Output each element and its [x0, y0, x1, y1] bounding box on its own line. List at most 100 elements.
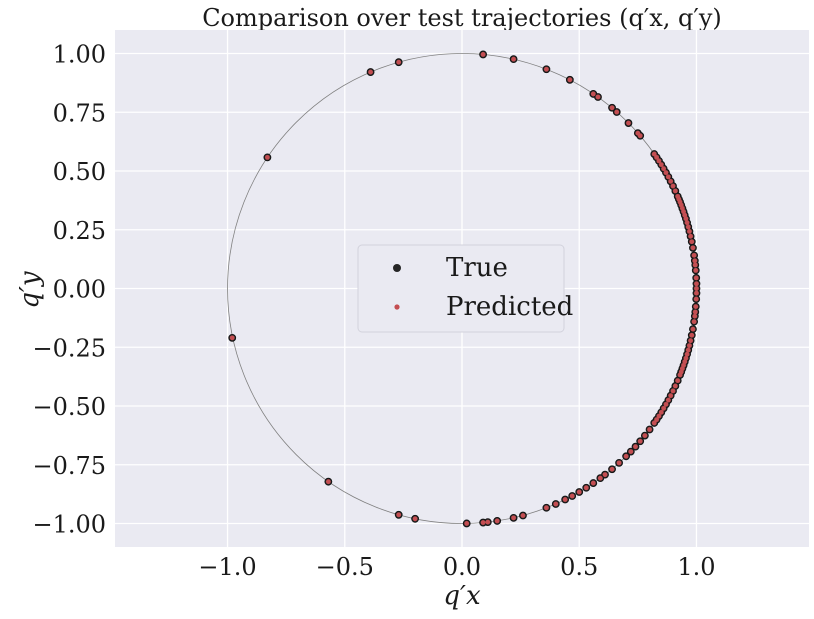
predicted-point: [562, 497, 568, 502]
predicted-point: [670, 183, 676, 189]
y-axis-label: q′y: [15, 271, 45, 309]
predicted-point: [464, 521, 470, 526]
y-tick-label: −1.00: [32, 511, 106, 539]
predicted-point: [683, 216, 689, 222]
predicted-point: [576, 489, 582, 495]
predicted-series: [229, 52, 699, 526]
predicted-point: [480, 52, 486, 57]
predicted-point: [689, 332, 695, 338]
predicted-point: [656, 413, 662, 419]
predicted-point: [689, 239, 695, 245]
predicted-point: [693, 296, 699, 302]
predicted-point: [688, 338, 693, 344]
predicted-point: [688, 233, 693, 239]
predicted-point: [544, 66, 549, 72]
predicted-point: [685, 224, 691, 230]
legend-predicted-label: Predicted: [446, 292, 573, 322]
predicted-point: [609, 466, 615, 472]
y-tick-label: 0.25: [53, 217, 106, 245]
y-tick-label: −0.75: [32, 452, 106, 480]
y-tick-label: 1.00: [53, 41, 106, 69]
predicted-point: [553, 501, 559, 507]
predicted-point: [661, 166, 667, 172]
predicted-point: [569, 493, 575, 499]
predicted-point: [692, 258, 698, 264]
predicted-point: [665, 397, 671, 403]
predicted-point: [692, 313, 698, 319]
predicted-point: [264, 154, 270, 160]
x-tick-label: −1.0: [198, 553, 256, 581]
predicted-point: [684, 220, 690, 226]
predicted-point: [654, 154, 660, 160]
y-tick-label: 0.00: [53, 276, 106, 304]
predicted-point: [694, 290, 699, 296]
predicted-point: [672, 188, 678, 194]
y-tick-label: 0.50: [53, 158, 106, 186]
predicted-point: [626, 120, 631, 126]
legend-true-label: True: [446, 253, 508, 283]
y-tick-labels: 1.00 0.75 0.50 0.25 0.00 −0.25 −0.50 −0.75 −1.00: [32, 41, 106, 539]
predicted-point: [690, 245, 696, 251]
predicted-point: [628, 449, 634, 454]
predicted-point: [647, 427, 652, 432]
predicted-point: [677, 372, 683, 378]
predicted-point: [520, 513, 526, 518]
predicted-point: [694, 281, 699, 287]
legend: True Predicted: [357, 244, 573, 333]
predicted-point: [637, 438, 643, 444]
x-axis-label: q′x: [443, 581, 481, 611]
predicted-point: [687, 343, 692, 349]
predicted-point: [661, 405, 667, 411]
predicted-point: [693, 275, 699, 281]
predicted-point: [691, 319, 697, 325]
predicted-point: [690, 326, 696, 332]
predicted-point: [325, 479, 331, 485]
x-tick-label: 0.5: [560, 553, 598, 581]
predicted-point: [693, 304, 699, 309]
predicted-point: [694, 286, 699, 291]
predicted-point: [665, 174, 671, 180]
predicted-point: [511, 515, 516, 521]
predicted-point: [590, 91, 596, 97]
y-tick-label: 0.75: [53, 99, 106, 127]
predicted-point: [485, 519, 491, 525]
predicted-point: [668, 393, 674, 399]
predicted-point: [614, 109, 620, 115]
predicted-point: [675, 378, 681, 384]
predicted-point: [229, 335, 235, 341]
legend-predicted-marker: [394, 304, 400, 310]
predicted-point: [637, 133, 643, 139]
predicted-point: [396, 512, 402, 518]
predicted-point: [567, 77, 573, 83]
predicted-point: [595, 94, 601, 100]
predicted-point: [670, 388, 676, 394]
predicted-point: [396, 59, 402, 65]
legend-box: [357, 244, 565, 333]
legend-true-marker: [393, 264, 401, 272]
predicted-point: [672, 383, 678, 389]
predicted-point: [494, 518, 500, 524]
predicted-point: [668, 178, 674, 184]
x-tick-label: −0.5: [316, 553, 374, 581]
x-tick-labels: −1.0 −0.5 0.0 0.5 1.0: [198, 553, 715, 581]
predicted-point: [368, 69, 373, 75]
predicted-point: [583, 485, 589, 491]
predicted-point: [623, 453, 629, 459]
predicted-point: [663, 401, 669, 407]
predicted-point: [616, 460, 622, 466]
y-tick-label: −0.25: [32, 334, 106, 362]
x-tick-label: 0.0: [443, 553, 481, 581]
x-tick-label: 1.0: [677, 553, 715, 581]
predicted-point: [691, 252, 697, 258]
predicted-point: [693, 268, 699, 273]
predicted-point: [511, 56, 516, 62]
predicted-point: [656, 158, 662, 164]
predicted-point: [597, 475, 603, 481]
predicted-point: [633, 444, 638, 450]
predicted-point: [544, 505, 549, 511]
predicted-point: [412, 516, 418, 522]
predicted-point: [602, 472, 608, 478]
predicted-point: [687, 228, 692, 234]
